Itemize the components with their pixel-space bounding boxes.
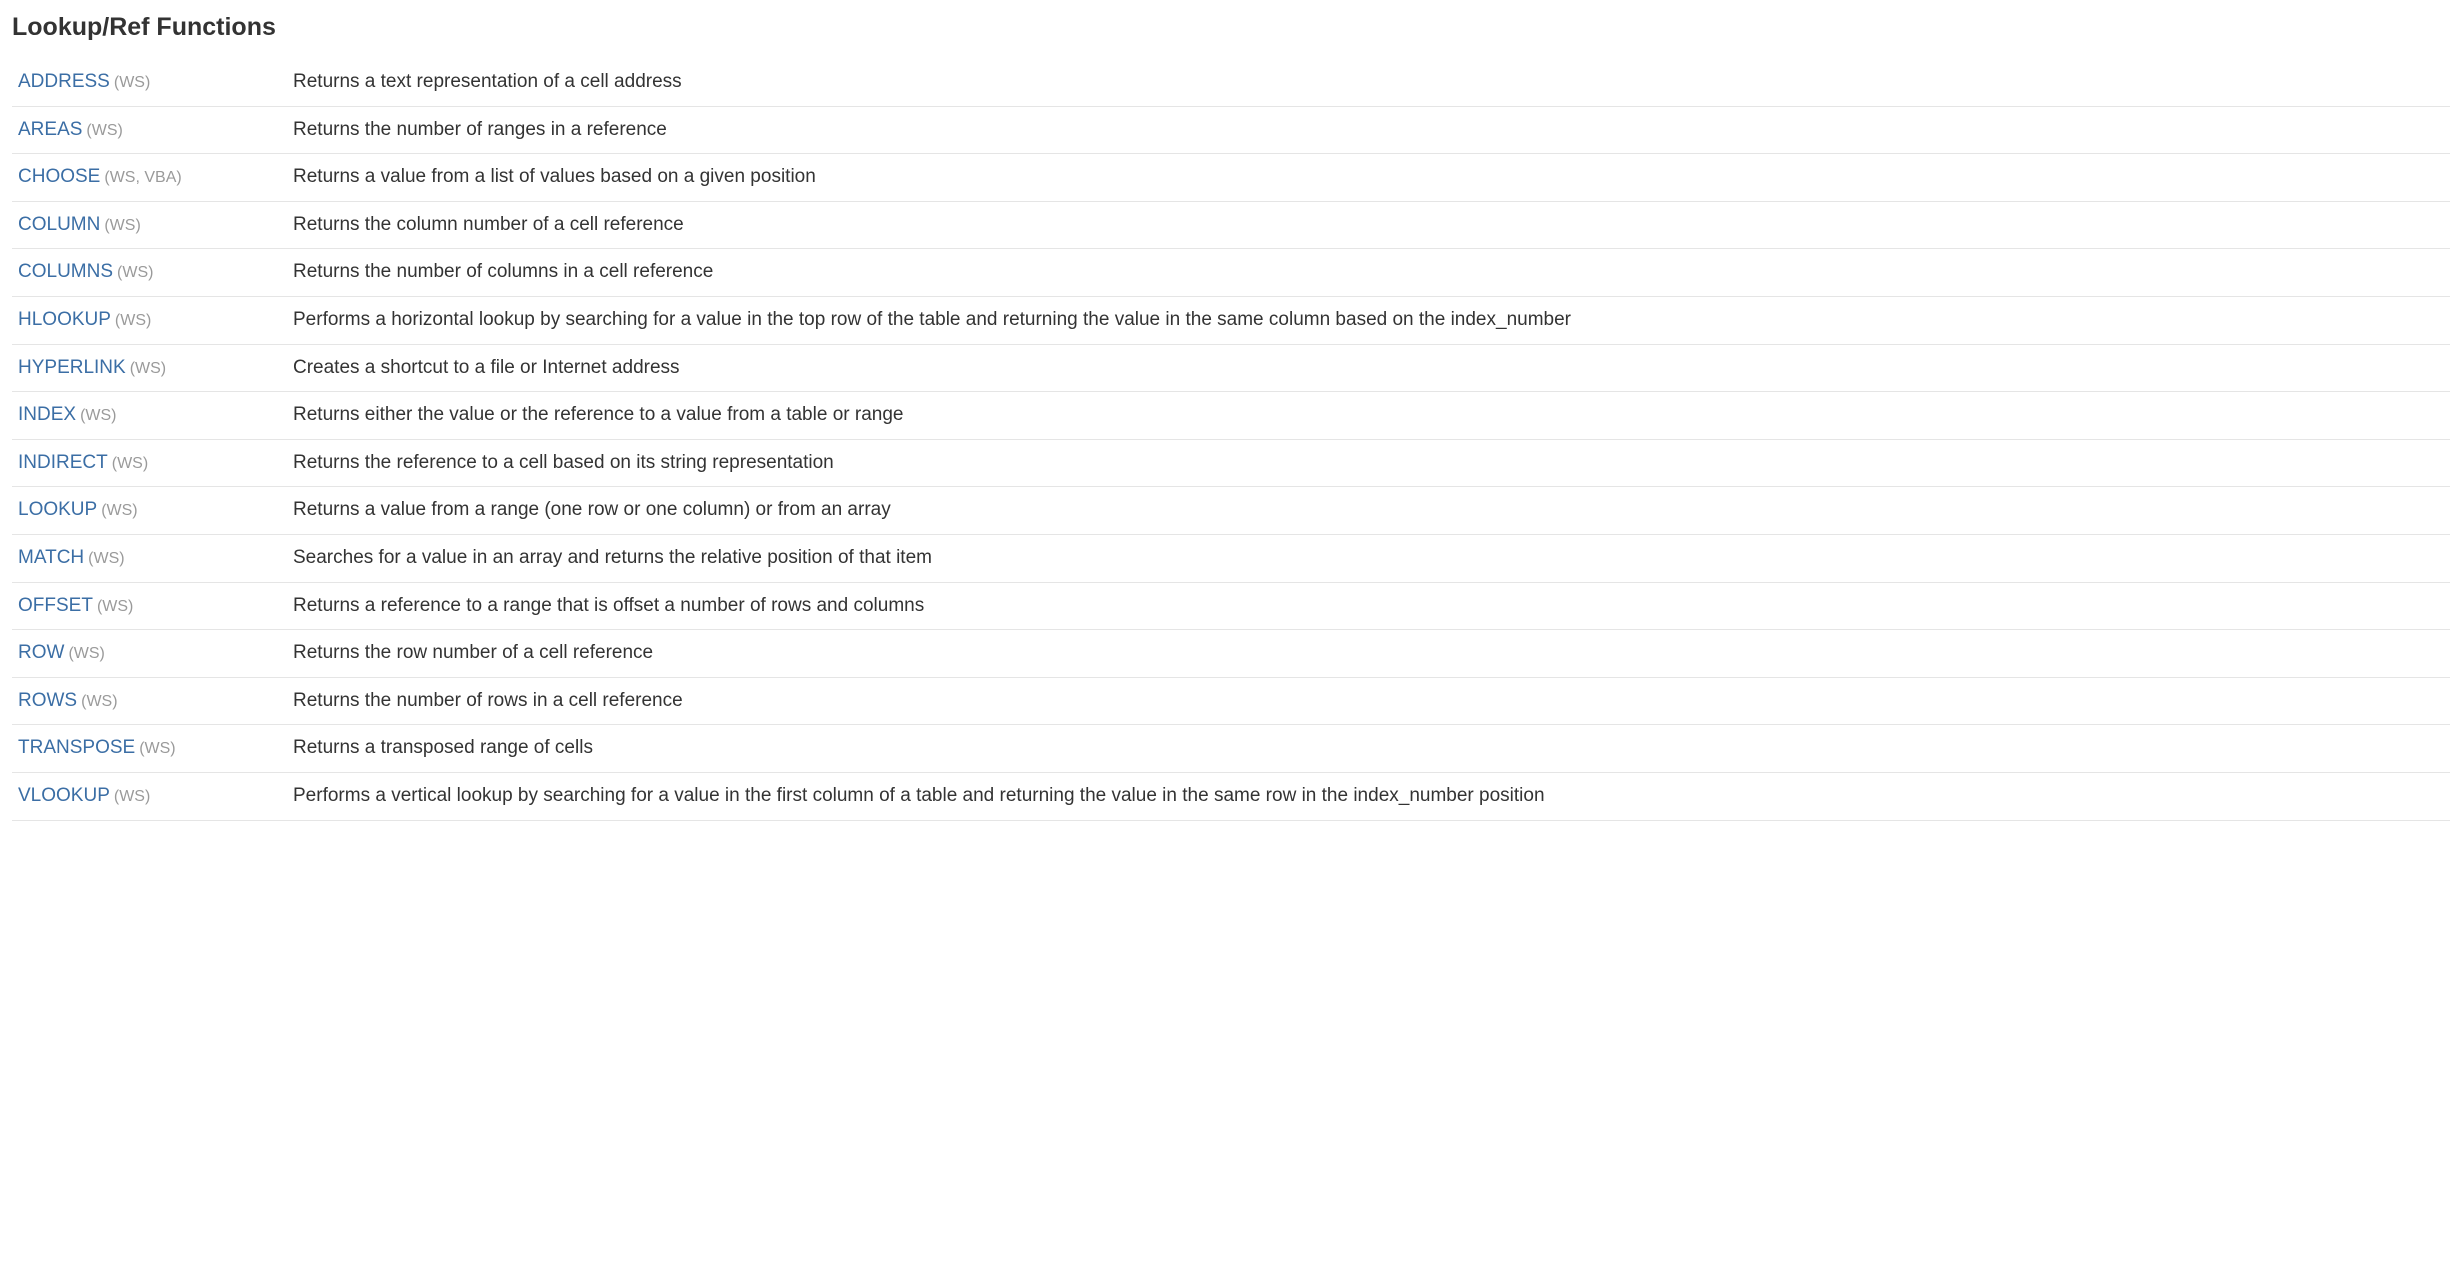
function-name-cell: LOOKUP(WS) <box>12 487 287 535</box>
function-context-label: (WS) <box>114 74 150 91</box>
function-name-cell: ADDRESS(WS) <box>12 59 287 106</box>
table-row: ROW(WS)Returns the row number of a cell … <box>12 630 2450 678</box>
function-context-label: (WS) <box>130 360 166 377</box>
function-link[interactable]: HLOOKUP <box>18 309 111 330</box>
function-name-cell: VLOOKUP(WS) <box>12 772 287 820</box>
function-context-label: (WS) <box>115 312 151 329</box>
function-description: Returns a value from a list of values ba… <box>287 154 2450 202</box>
function-context-label: (WS) <box>80 407 116 424</box>
table-row: INDEX(WS)Returns either the value or the… <box>12 392 2450 440</box>
table-row: AREAS(WS)Returns the number of ranges in… <box>12 106 2450 154</box>
function-name-cell: TRANSPOSE(WS) <box>12 725 287 773</box>
function-description: Performs a horizontal lookup by searchin… <box>287 296 2450 344</box>
function-name-cell: ROW(WS) <box>12 630 287 678</box>
function-name-cell: HYPERLINK(WS) <box>12 344 287 392</box>
function-context-label: (WS) <box>101 502 137 519</box>
function-name-cell: MATCH(WS) <box>12 534 287 582</box>
function-context-label: (WS) <box>117 264 153 281</box>
function-description: Performs a vertical lookup by searching … <box>287 772 2450 820</box>
function-description: Returns either the value or the referenc… <box>287 392 2450 440</box>
function-name-cell: CHOOSE(WS, VBA) <box>12 154 287 202</box>
function-link[interactable]: COLUMN <box>18 214 100 235</box>
section-title: Lookup/Ref Functions <box>12 10 2450 45</box>
function-description: Returns a reference to a range that is o… <box>287 582 2450 630</box>
function-context-label: (WS) <box>139 740 175 757</box>
function-description: Searches for a value in an array and ret… <box>287 534 2450 582</box>
function-context-label: (WS, VBA) <box>104 169 181 186</box>
function-name-cell: ROWS(WS) <box>12 677 287 725</box>
table-row: CHOOSE(WS, VBA)Returns a value from a li… <box>12 154 2450 202</box>
table-row: COLUMNS(WS)Returns the number of columns… <box>12 249 2450 297</box>
function-name-cell: AREAS(WS) <box>12 106 287 154</box>
table-row: HYPERLINK(WS)Creates a shortcut to a fil… <box>12 344 2450 392</box>
function-link[interactable]: VLOOKUP <box>18 785 110 806</box>
function-context-label: (WS) <box>86 122 122 139</box>
function-link[interactable]: MATCH <box>18 547 84 568</box>
table-row: VLOOKUP(WS)Performs a vertical lookup by… <box>12 772 2450 820</box>
function-link[interactable]: CHOOSE <box>18 166 100 187</box>
function-context-label: (WS) <box>112 455 148 472</box>
function-name-cell: OFFSET(WS) <box>12 582 287 630</box>
function-name-cell: COLUMN(WS) <box>12 201 287 249</box>
table-row: INDIRECT(WS)Returns the reference to a c… <box>12 439 2450 487</box>
function-link[interactable]: OFFSET <box>18 595 93 616</box>
table-row: HLOOKUP(WS)Performs a horizontal lookup … <box>12 296 2450 344</box>
function-description: Returns the column number of a cell refe… <box>287 201 2450 249</box>
table-row: OFFSET(WS)Returns a reference to a range… <box>12 582 2450 630</box>
function-context-label: (WS) <box>114 788 150 805</box>
function-description: Returns the number of columns in a cell … <box>287 249 2450 297</box>
function-name-cell: INDIRECT(WS) <box>12 439 287 487</box>
function-description: Returns a transposed range of cells <box>287 725 2450 773</box>
function-description: Creates a shortcut to a file or Internet… <box>287 344 2450 392</box>
function-context-label: (WS) <box>88 550 124 567</box>
function-name-cell: COLUMNS(WS) <box>12 249 287 297</box>
function-context-label: (WS) <box>97 598 133 615</box>
table-row: TRANSPOSE(WS)Returns a transposed range … <box>12 725 2450 773</box>
function-description: Returns the number of ranges in a refere… <box>287 106 2450 154</box>
function-link[interactable]: COLUMNS <box>18 261 113 282</box>
function-link[interactable]: ROW <box>18 642 64 663</box>
function-description: Returns the number of rows in a cell ref… <box>287 677 2450 725</box>
function-link[interactable]: ROWS <box>18 690 77 711</box>
function-name-cell: HLOOKUP(WS) <box>12 296 287 344</box>
function-description: Returns a text representation of a cell … <box>287 59 2450 106</box>
functions-table: ADDRESS(WS)Returns a text representation… <box>12 59 2450 821</box>
function-link[interactable]: LOOKUP <box>18 499 97 520</box>
function-link[interactable]: INDIRECT <box>18 452 108 473</box>
table-row: ADDRESS(WS)Returns a text representation… <box>12 59 2450 106</box>
function-link[interactable]: HYPERLINK <box>18 357 126 378</box>
function-name-cell: INDEX(WS) <box>12 392 287 440</box>
function-context-label: (WS) <box>68 645 104 662</box>
function-link[interactable]: AREAS <box>18 119 82 140</box>
table-row: COLUMN(WS)Returns the column number of a… <box>12 201 2450 249</box>
function-link[interactable]: INDEX <box>18 404 76 425</box>
function-context-label: (WS) <box>104 217 140 234</box>
function-link[interactable]: ADDRESS <box>18 71 110 92</box>
function-link[interactable]: TRANSPOSE <box>18 737 135 758</box>
function-description: Returns the reference to a cell based on… <box>287 439 2450 487</box>
function-context-label: (WS) <box>81 693 117 710</box>
function-description: Returns the row number of a cell referen… <box>287 630 2450 678</box>
table-row: LOOKUP(WS)Returns a value from a range (… <box>12 487 2450 535</box>
table-row: ROWS(WS)Returns the number of rows in a … <box>12 677 2450 725</box>
table-row: MATCH(WS)Searches for a value in an arra… <box>12 534 2450 582</box>
function-description: Returns a value from a range (one row or… <box>287 487 2450 535</box>
